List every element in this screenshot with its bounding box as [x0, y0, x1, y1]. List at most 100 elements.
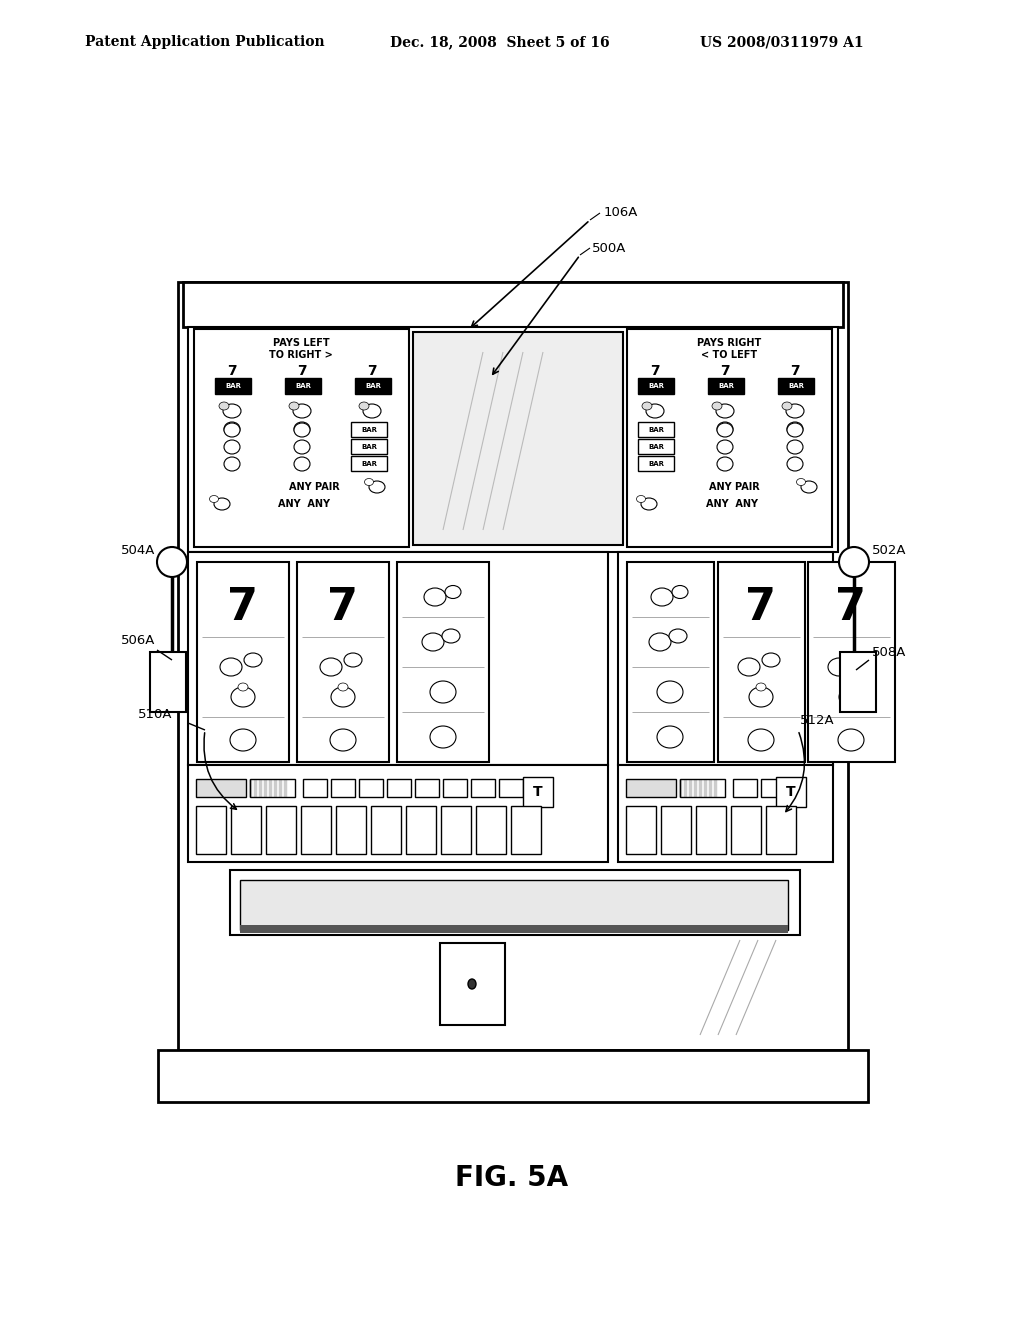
Ellipse shape — [224, 422, 240, 437]
Ellipse shape — [801, 480, 817, 492]
Bar — [158, 1049, 868, 1102]
Bar — [387, 779, 411, 797]
Ellipse shape — [641, 498, 657, 510]
Bar — [718, 562, 805, 762]
Bar — [523, 777, 553, 807]
Bar — [840, 652, 876, 711]
Text: ANY PAIR: ANY PAIR — [709, 482, 760, 492]
Bar — [626, 807, 656, 854]
Ellipse shape — [430, 726, 456, 748]
Text: BAR: BAR — [361, 444, 377, 450]
Ellipse shape — [828, 657, 850, 676]
Bar — [197, 562, 289, 762]
Ellipse shape — [293, 404, 311, 418]
Text: BAR: BAR — [788, 383, 804, 389]
Bar — [808, 562, 895, 762]
Text: Dec. 18, 2008  Sheet 5 of 16: Dec. 18, 2008 Sheet 5 of 16 — [390, 36, 609, 49]
Bar — [406, 807, 436, 854]
Ellipse shape — [782, 403, 792, 411]
Bar — [627, 329, 831, 546]
Ellipse shape — [224, 440, 240, 454]
Bar — [351, 422, 387, 437]
Ellipse shape — [445, 586, 461, 598]
Ellipse shape — [244, 653, 262, 667]
Ellipse shape — [294, 422, 310, 437]
Bar — [397, 562, 489, 762]
Text: TO RIGHT >: TO RIGHT > — [269, 350, 333, 360]
Text: 7: 7 — [227, 586, 258, 628]
Text: 7: 7 — [720, 364, 730, 378]
Bar — [662, 807, 691, 854]
Bar — [733, 779, 757, 797]
Bar — [188, 766, 608, 862]
Ellipse shape — [642, 403, 652, 411]
Text: PAYS LEFT: PAYS LEFT — [272, 338, 330, 348]
Bar — [285, 378, 321, 393]
Bar — [499, 779, 523, 797]
Ellipse shape — [230, 729, 256, 751]
Ellipse shape — [649, 634, 671, 651]
Ellipse shape — [359, 403, 369, 411]
Ellipse shape — [787, 422, 803, 436]
Text: BAR: BAR — [648, 444, 664, 450]
Text: 508A: 508A — [872, 645, 906, 659]
Bar — [731, 807, 761, 854]
Bar — [415, 779, 439, 797]
Bar — [680, 779, 725, 797]
Text: 7: 7 — [650, 364, 659, 378]
Ellipse shape — [362, 404, 381, 418]
Bar — [240, 925, 788, 933]
Circle shape — [157, 546, 187, 577]
Text: 512A: 512A — [800, 714, 835, 726]
Ellipse shape — [231, 686, 255, 708]
Bar — [297, 562, 389, 762]
Ellipse shape — [716, 404, 734, 418]
Ellipse shape — [852, 653, 870, 667]
Ellipse shape — [637, 495, 645, 503]
Text: 510A: 510A — [138, 709, 172, 722]
Ellipse shape — [712, 403, 722, 411]
Bar — [183, 282, 843, 327]
Text: BAR: BAR — [365, 383, 381, 389]
Ellipse shape — [424, 587, 446, 606]
Text: < TO LEFT: < TO LEFT — [701, 350, 757, 360]
Bar — [196, 779, 246, 797]
Ellipse shape — [717, 457, 733, 471]
Ellipse shape — [749, 686, 773, 708]
Text: BAR: BAR — [361, 461, 377, 467]
Text: 7: 7 — [836, 586, 866, 628]
Ellipse shape — [224, 422, 240, 436]
Text: ANY  ANY: ANY ANY — [278, 499, 330, 510]
Bar — [638, 440, 674, 454]
Text: 7: 7 — [297, 364, 307, 378]
Ellipse shape — [786, 404, 804, 418]
Ellipse shape — [442, 630, 460, 643]
Ellipse shape — [319, 657, 342, 676]
Ellipse shape — [717, 440, 733, 454]
Ellipse shape — [294, 422, 310, 436]
Ellipse shape — [369, 480, 385, 492]
Bar — [371, 807, 401, 854]
Ellipse shape — [294, 440, 310, 454]
Ellipse shape — [330, 729, 356, 751]
Bar — [266, 807, 296, 854]
Text: FIG. 5A: FIG. 5A — [456, 1164, 568, 1192]
Text: 506A: 506A — [121, 634, 155, 647]
Ellipse shape — [468, 979, 476, 989]
Bar — [638, 422, 674, 437]
Bar — [443, 779, 467, 797]
Text: 504A: 504A — [121, 544, 155, 557]
Ellipse shape — [294, 457, 310, 471]
Bar — [178, 282, 848, 1049]
Circle shape — [839, 546, 869, 577]
Ellipse shape — [214, 498, 230, 510]
Ellipse shape — [220, 657, 242, 676]
Ellipse shape — [338, 682, 348, 690]
Ellipse shape — [748, 729, 774, 751]
Bar — [196, 807, 226, 854]
Ellipse shape — [846, 682, 856, 690]
Ellipse shape — [331, 686, 355, 708]
Bar — [336, 807, 366, 854]
Text: ANY PAIR: ANY PAIR — [289, 482, 340, 492]
Bar — [188, 327, 838, 552]
